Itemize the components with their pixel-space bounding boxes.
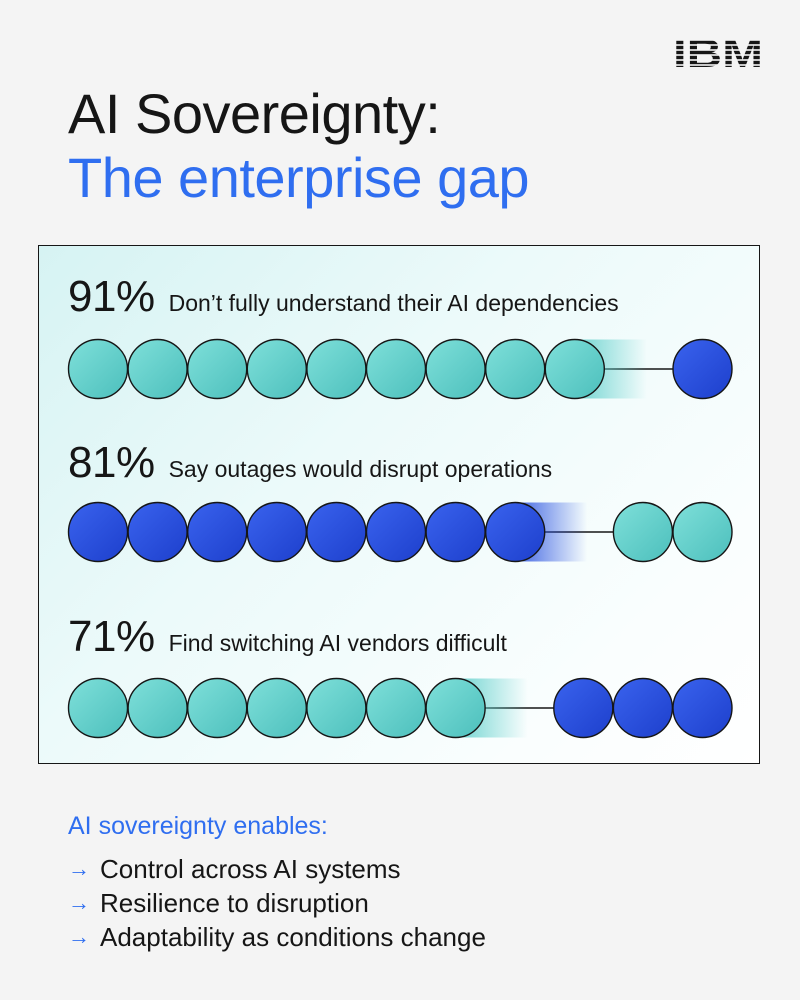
stat-row-dependencies: 91% Don’t fully understand their AI depe…	[68, 272, 619, 321]
title-line-2: The enterprise gap	[68, 146, 530, 209]
stat-percent: 91%	[68, 272, 155, 321]
stat-description: Find switching AI vendors difficult	[168, 630, 507, 656]
list-item-label: Resilience to disruption	[100, 888, 369, 918]
arrow-right-icon: →	[68, 890, 90, 915]
ibm-logo: IBM	[673, 36, 763, 72]
list-item: → Control across AI systems	[68, 852, 486, 886]
stat-description: Don’t fully understand their AI dependen…	[168, 290, 619, 316]
list-item: → Resilience to disruption	[68, 886, 486, 920]
stat-percent: 71%	[68, 612, 155, 661]
arrow-right-icon: →	[68, 924, 90, 949]
list-item-label: Adaptability as conditions change	[100, 922, 486, 952]
arrow-right-icon: →	[68, 856, 90, 881]
svg-text:IBM: IBM	[673, 36, 763, 72]
stat-row-vendor-switching: 71% Find switching AI vendors difficult	[68, 612, 507, 661]
list-item-label: Control across AI systems	[100, 854, 401, 884]
title-line-1: AI Sovereignty:	[68, 82, 441, 145]
stat-row-outages: 81% Say outages would disrupt operations	[68, 438, 553, 487]
enables-heading: AI sovereignty enables:	[68, 812, 328, 840]
list-item: → Adaptability as conditions change	[68, 920, 486, 954]
stats-panel	[38, 245, 760, 764]
page-title: AI Sovereignty: The enterprise gap	[68, 82, 530, 210]
stat-percent: 81%	[68, 438, 155, 487]
stat-description: Say outages would disrupt operations	[168, 456, 553, 482]
enables-list: → Control across AI systems → Resilience…	[68, 852, 486, 954]
